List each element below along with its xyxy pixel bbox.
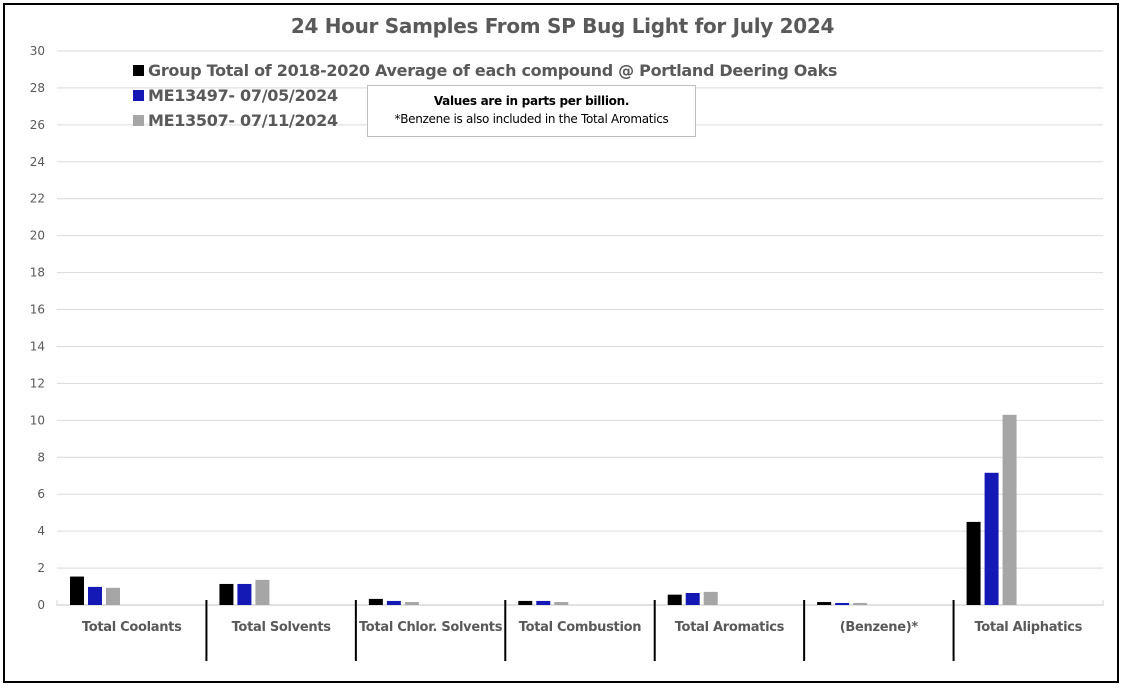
- bar: [255, 579, 270, 605]
- bar: [984, 472, 999, 605]
- legend-item-baseline: Group Total of 2018-2020 Average of each…: [133, 61, 837, 80]
- bar: [386, 600, 401, 605]
- bar: [554, 602, 569, 605]
- bar: [219, 583, 234, 605]
- legend-label: ME13507- 07/11/2024: [148, 111, 338, 130]
- y-tick-label: 10: [30, 413, 45, 427]
- y-tick-label: 22: [30, 192, 45, 206]
- y-tick-label: 18: [30, 266, 45, 280]
- y-tick-label: 16: [30, 303, 45, 317]
- x-tick-label: Total Solvents: [232, 620, 332, 635]
- legend-item-me13497: ME13497- 07/05/2024: [133, 86, 338, 105]
- y-tick-label: 28: [30, 81, 45, 95]
- legend-label: Group Total of 2018-2020 Average of each…: [148, 61, 838, 80]
- bar: [536, 600, 551, 605]
- bar: [703, 591, 718, 605]
- bar: [70, 576, 84, 605]
- y-tick-label: 0: [37, 598, 45, 612]
- y-tick-label: 6: [37, 487, 45, 501]
- bar: [1002, 414, 1017, 605]
- bar: [237, 583, 252, 605]
- y-tick-label: 26: [30, 118, 45, 132]
- y-tick-label: 8: [37, 450, 45, 464]
- y-tick-label: 2: [37, 561, 45, 575]
- legend-swatch: [133, 115, 144, 126]
- bar: [667, 594, 682, 605]
- bar: [817, 602, 832, 605]
- legend-label: ME13497- 07/05/2024: [148, 86, 338, 105]
- chart-title: 24 Hour Samples From SP Bug Light for Ju…: [290, 14, 835, 38]
- legend-swatch: [133, 65, 144, 76]
- legend-item-me13507: ME13507- 07/11/2024: [133, 111, 338, 130]
- y-tick-label: 20: [30, 229, 45, 243]
- x-tick-label: Total Chlor. Solvents: [359, 620, 503, 635]
- y-tick-label: 30: [30, 44, 45, 58]
- bar: [685, 592, 700, 605]
- bar: [853, 602, 868, 605]
- bar: [518, 600, 533, 605]
- annotation-line1: Values are in parts per billion.: [433, 94, 630, 108]
- y-tick-label: 24: [30, 155, 45, 169]
- x-tick-label: Total Combustion: [519, 620, 641, 635]
- bar: [106, 587, 120, 605]
- annotation-box: Values are in parts per billion. *Benzen…: [367, 85, 696, 137]
- y-tick-label: 14: [30, 339, 45, 353]
- y-tick-label: 12: [30, 376, 45, 390]
- legend-swatch: [133, 90, 144, 101]
- bar: [368, 598, 383, 605]
- bar: [966, 521, 981, 605]
- x-tick-label: Total Aromatics: [675, 620, 785, 635]
- bar: [88, 586, 102, 605]
- annotation-line2: *Benzene is also included in the Total A…: [394, 112, 669, 126]
- chart-frame: [3, 3, 1119, 683]
- bar: [404, 602, 419, 605]
- y-tick-label: 4: [37, 524, 45, 538]
- x-tick-label: (Benzene)*: [840, 620, 919, 635]
- bar: [835, 602, 850, 605]
- x-tick-label: Total Coolants: [82, 620, 182, 635]
- x-tick-label: Total Aliphatics: [974, 620, 1082, 635]
